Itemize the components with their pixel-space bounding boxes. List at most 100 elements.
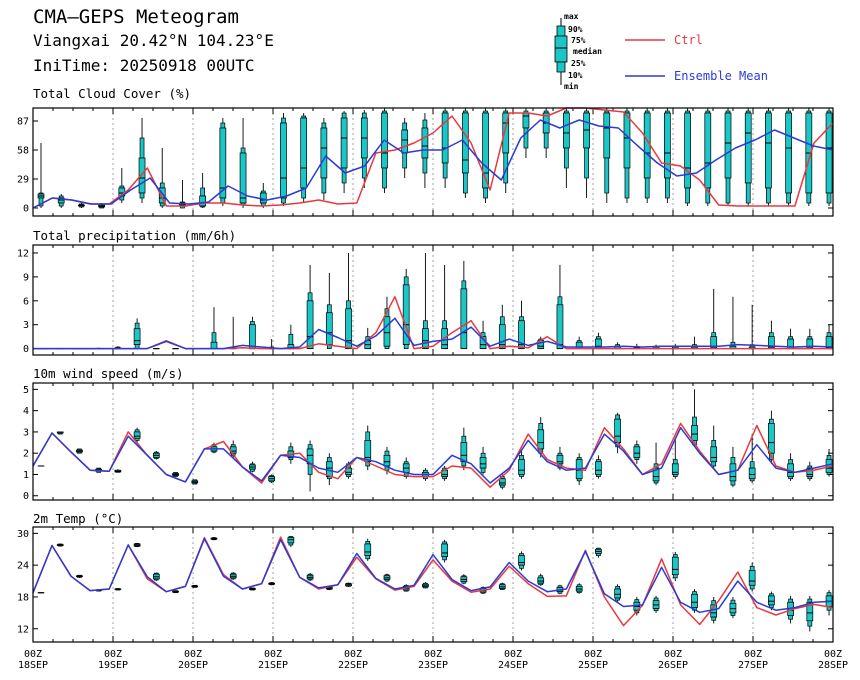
box-body (325, 312, 333, 345)
box-upper-tail (307, 292, 313, 302)
x-hour-label: 00Z (264, 649, 282, 660)
box-plot (805, 108, 813, 206)
box-plot (748, 304, 756, 350)
ctrl-line (32, 107, 834, 209)
y-tick-label: 4 (23, 406, 29, 417)
box-upper-tail (200, 187, 205, 197)
box-plot (229, 572, 237, 580)
box-lower-tail (361, 157, 367, 179)
box-plot (825, 324, 833, 350)
box-lower-tail (461, 461, 467, 467)
box-upper-tail (159, 182, 165, 189)
box-upper-tail (519, 316, 524, 322)
box-lower-tail (665, 177, 670, 199)
panel-precip: 0 3 6 9 12 (17, 244, 834, 356)
box-body (671, 556, 679, 576)
x-hour-label: 00Z (24, 649, 42, 660)
box-lower-tail (519, 564, 524, 569)
y-tick-label: 9 (23, 272, 29, 283)
box-plot (76, 448, 83, 454)
box-plot (787, 328, 794, 350)
box-upper-tail (220, 122, 226, 129)
box-lower-tail (480, 467, 486, 473)
box-plot (744, 108, 752, 206)
box-upper-tail (615, 414, 620, 420)
box-body (518, 555, 525, 566)
key-label-max: max (564, 12, 579, 21)
box-plot (633, 440, 641, 464)
box-plot (729, 446, 737, 488)
box-lower-tail (576, 590, 582, 594)
box-lower-tail (480, 591, 486, 594)
box-plot (191, 479, 199, 485)
box-plot (172, 471, 179, 477)
box-lower-tail (745, 182, 751, 204)
box-plot (300, 113, 308, 203)
x-hour-label: 00Z (824, 649, 842, 660)
box-lower-tail (346, 585, 351, 587)
box-lower-tail (685, 187, 690, 204)
box-plot (133, 542, 141, 548)
box-upper-tail (423, 320, 428, 330)
box-upper-tail (240, 147, 246, 154)
legend-ctrl-label: Ctrl (674, 33, 703, 47)
box-upper-tail (807, 598, 813, 603)
box-lower-tail (483, 187, 488, 199)
box-lower-tail (79, 205, 84, 208)
box-plot (729, 296, 737, 350)
x-date-label: 25SEP (578, 660, 608, 671)
box-plot (785, 108, 792, 206)
box-plot (78, 203, 85, 208)
box-plot (249, 587, 256, 591)
box-body (744, 112, 752, 184)
box-body (383, 316, 391, 347)
box-body (710, 446, 718, 463)
key-label-p10: 10% (568, 71, 583, 80)
box-body (422, 328, 429, 349)
ensemble-mean-line (32, 426, 834, 484)
box-body (724, 112, 732, 179)
box-lower-tail (442, 556, 447, 561)
box-plot (595, 455, 602, 479)
box-body (199, 195, 206, 207)
box-body (133, 328, 141, 345)
box-body (249, 324, 256, 349)
box-upper-tail (461, 280, 467, 290)
box-plot (345, 582, 352, 587)
y-tick-label: 0 (23, 491, 29, 502)
panel-title-temp: 2m Temp (°C) (33, 511, 124, 526)
box-plot (748, 434, 756, 483)
init-time-label: IniTime: 20250918 00UTC (33, 56, 255, 75)
box-plot (152, 451, 160, 460)
box-body (300, 117, 308, 189)
box-lower-tail (422, 157, 428, 174)
box-body (518, 459, 525, 475)
x-date-label: 26SEP (658, 660, 688, 671)
y-tick-label: 1 (23, 470, 29, 481)
x-date-label: 19SEP (98, 660, 128, 671)
box-plot (114, 588, 122, 591)
box-body (643, 112, 651, 179)
box-lower-tail (77, 576, 82, 578)
box-body (691, 593, 698, 608)
box-lower-tail (288, 457, 294, 460)
box-lower-tail (634, 457, 640, 460)
box-lower-tail (77, 451, 82, 454)
box-plot (595, 547, 602, 558)
box-upper-tail (826, 592, 832, 597)
box-body (633, 446, 641, 458)
x-hour-label: 00Z (664, 649, 682, 660)
box-plot (461, 108, 469, 198)
box-lower-tail (402, 152, 408, 169)
y-tick-label: 12 (17, 624, 29, 635)
y-tick-label: 18 (17, 592, 29, 603)
box-lower-tail (564, 147, 569, 169)
key-label-p75: 75% (571, 36, 586, 45)
box-lower-tail (57, 545, 63, 547)
box-plot (664, 108, 671, 203)
box-upper-tail (365, 431, 371, 441)
box-plot (460, 427, 468, 471)
box-upper-tail (134, 322, 140, 330)
box-plot (614, 584, 621, 603)
box-plot (614, 342, 621, 350)
